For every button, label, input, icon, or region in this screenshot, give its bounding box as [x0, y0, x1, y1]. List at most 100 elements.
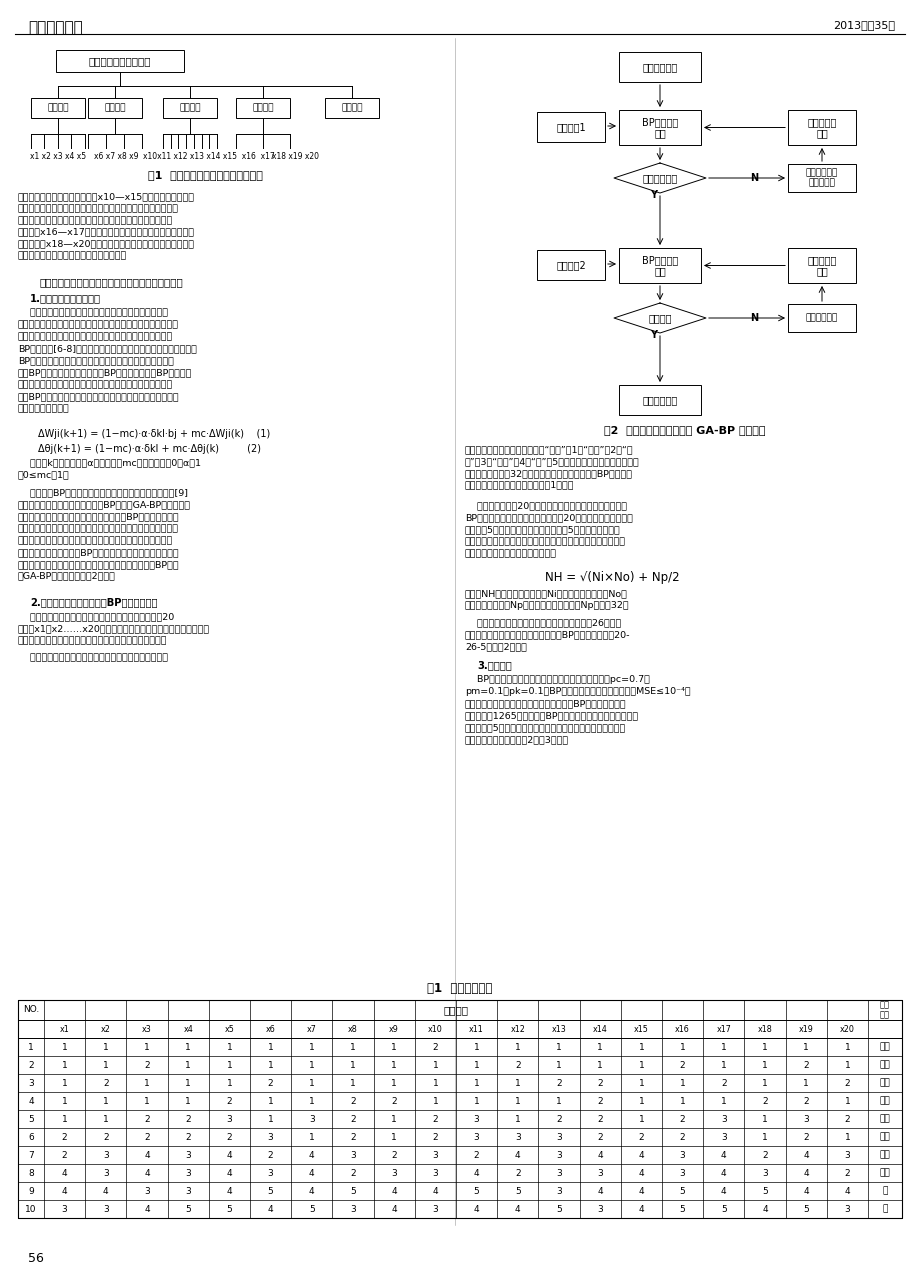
Text: 6: 6	[28, 1132, 34, 1141]
Text: 2: 2	[432, 1132, 437, 1141]
Text: 1: 1	[62, 1060, 67, 1069]
Text: 1: 1	[596, 1042, 603, 1051]
Text: 4: 4	[62, 1187, 67, 1196]
Text: 4: 4	[720, 1150, 726, 1159]
Text: x12: x12	[510, 1025, 525, 1033]
Text: Y: Y	[650, 330, 656, 340]
Text: 1: 1	[515, 1115, 520, 1123]
Text: x18: x18	[757, 1025, 772, 1033]
Text: 10: 10	[25, 1205, 37, 1213]
Text: 1: 1	[185, 1079, 191, 1088]
Text: 评价指标: 评价指标	[443, 1006, 468, 1014]
Text: 1: 1	[185, 1097, 191, 1106]
Text: 学生素质: 学生素质	[104, 104, 126, 113]
Text: 4: 4	[144, 1205, 150, 1213]
Text: 1: 1	[226, 1079, 232, 1088]
Text: 5: 5	[515, 1187, 520, 1196]
FancyBboxPatch shape	[236, 98, 289, 118]
Text: x8: x8	[347, 1025, 357, 1033]
Text: 其中，k为学习次数，α为学习率，mc为动量因子，0＜α＜1
，0≤mc＜1。: 其中，k为学习次数，α为学习率，mc为动量因子，0＜α＜1 ，0≤mc＜1。	[18, 459, 200, 479]
Text: 4: 4	[596, 1187, 602, 1196]
Text: 3: 3	[267, 1169, 273, 1178]
Text: 3: 3	[350, 1150, 356, 1159]
Text: 4: 4	[226, 1169, 232, 1178]
Text: x10x11 x12 x13 x14 x15  x16  x17: x10x11 x12 x13 x14 x15 x16 x17	[142, 152, 275, 161]
Text: 1: 1	[144, 1079, 150, 1088]
Text: 1: 1	[226, 1042, 232, 1051]
FancyBboxPatch shape	[537, 250, 605, 280]
Text: 1: 1	[391, 1115, 397, 1123]
Text: 3: 3	[596, 1205, 603, 1213]
Text: 对高校双语教学质量进行评价时，具体的评价指标有20
个，即x1、x2……x20，每个评价指标有五个评价等级：优秀、良
好、中等、较差、差，评价目标同样也有这五个: 对高校双语教学质量进行评价时，具体的评价指标有20 个，即x1、x2……x20，…	[18, 612, 210, 645]
Text: 1: 1	[309, 1042, 314, 1051]
Text: 2: 2	[144, 1060, 150, 1069]
Text: 3: 3	[144, 1187, 150, 1196]
Text: 2: 2	[844, 1115, 849, 1123]
Text: 2: 2	[802, 1060, 808, 1069]
Text: 教师素质: 教师素质	[47, 104, 69, 113]
Text: 1: 1	[515, 1042, 520, 1051]
Text: 2: 2	[144, 1132, 150, 1141]
FancyBboxPatch shape	[56, 49, 184, 72]
Text: 2: 2	[226, 1132, 232, 1141]
Text: 由于评价指标为20个，所以用于高校双语教学质量评价的
BP神经网络的输入层单元数被选定为20个；同理，由于评价目
标等级有5个，所以输出层单元数选定为5个。为了: 由于评价指标为20个，所以用于高校双语教学质量评价的 BP神经网络的输入层单元数…	[464, 502, 632, 559]
Text: 2: 2	[596, 1079, 602, 1088]
Text: 中等: 中等	[879, 1115, 890, 1123]
Text: 1: 1	[432, 1060, 437, 1069]
Text: 5: 5	[350, 1187, 356, 1196]
Text: 4: 4	[309, 1169, 314, 1178]
Text: 1: 1	[62, 1115, 67, 1123]
Text: 2: 2	[267, 1079, 273, 1088]
Text: x16: x16	[675, 1025, 689, 1033]
Text: 3: 3	[802, 1115, 808, 1123]
Text: 1: 1	[103, 1097, 108, 1106]
Text: 1: 1	[761, 1042, 767, 1051]
Text: N: N	[749, 313, 757, 323]
Text: 4: 4	[62, 1169, 67, 1178]
Text: 1: 1	[144, 1042, 150, 1051]
Text: 3: 3	[515, 1132, 520, 1141]
Text: 1: 1	[267, 1097, 273, 1106]
Text: 1: 1	[638, 1042, 643, 1051]
Text: 2: 2	[62, 1150, 67, 1159]
Text: 3: 3	[555, 1187, 562, 1196]
Text: 4: 4	[28, 1097, 34, 1106]
Text: 2: 2	[556, 1079, 562, 1088]
Text: 3: 3	[679, 1169, 685, 1178]
Text: 1: 1	[555, 1060, 562, 1069]
Text: 5: 5	[473, 1187, 479, 1196]
Text: 1: 1	[350, 1042, 356, 1051]
Text: 神经网络是一个模拟人的大脑神经系统的结构和功能来
处理信息的复杂网络系统，凭借其强大的自学习、自适应、联想
记忆等功能而获得了广泛的应用。在各种类型的神经网络中: 神经网络是一个模拟人的大脑神经系统的结构和功能来 处理信息的复杂网络系统，凭借其…	[18, 308, 197, 413]
Text: 2: 2	[844, 1079, 849, 1088]
Text: 1: 1	[267, 1115, 273, 1123]
Text: 2: 2	[350, 1115, 356, 1123]
Text: x19: x19	[798, 1025, 812, 1033]
Text: 5: 5	[555, 1205, 562, 1213]
Text: 2: 2	[515, 1060, 520, 1069]
Text: 1: 1	[62, 1079, 67, 1088]
Text: 图2  高校双语教学质量评价 GA-BP 算法流程: 图2 高校双语教学质量评价 GA-BP 算法流程	[604, 425, 765, 435]
Text: 4: 4	[103, 1187, 108, 1196]
Text: 1: 1	[515, 1079, 520, 1088]
Text: 4: 4	[391, 1187, 397, 1196]
Text: 2: 2	[103, 1132, 108, 1141]
Text: 2: 2	[103, 1079, 108, 1088]
Text: 表1  部分学习样本: 表1 部分学习样本	[426, 981, 493, 995]
Text: 良好: 良好	[879, 1097, 890, 1106]
Text: 2: 2	[761, 1150, 767, 1159]
Text: 1: 1	[103, 1115, 108, 1123]
Text: 1: 1	[720, 1042, 726, 1051]
Text: 1: 1	[679, 1097, 685, 1106]
Text: 4: 4	[761, 1205, 767, 1213]
Text: 3: 3	[679, 1150, 685, 1159]
Text: 差: 差	[881, 1187, 887, 1196]
Text: 3: 3	[555, 1132, 562, 1141]
Text: x1 x2 x3 x4 x5: x1 x2 x3 x4 x5	[30, 152, 86, 161]
Text: 4: 4	[226, 1187, 232, 1196]
Text: 4: 4	[720, 1187, 726, 1196]
Text: x7: x7	[307, 1025, 316, 1033]
Text: 4: 4	[515, 1205, 520, 1213]
FancyBboxPatch shape	[788, 164, 855, 191]
Text: 1: 1	[638, 1060, 643, 1069]
Text: 3: 3	[267, 1132, 273, 1141]
